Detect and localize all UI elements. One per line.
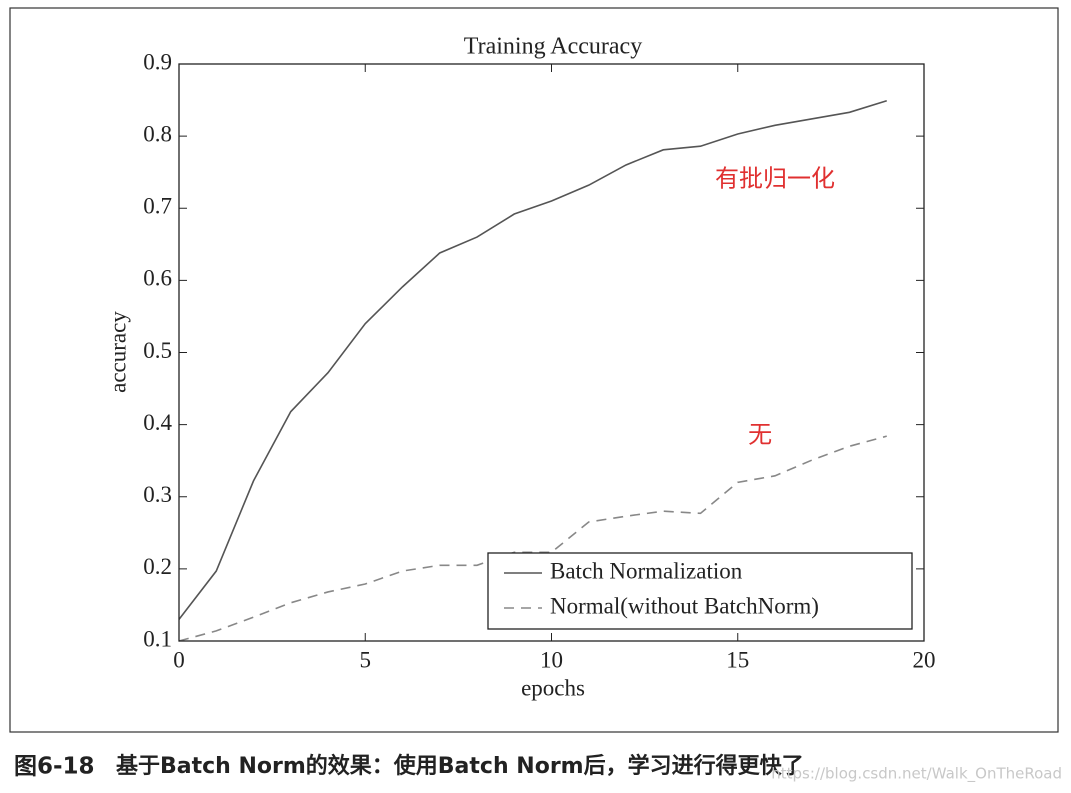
caption-figure: 图6-18 xyxy=(14,754,95,780)
legend-box xyxy=(487,552,913,630)
chart-title: Training Accuracy xyxy=(464,34,642,60)
y-tick-label: 0.7 xyxy=(143,194,172,219)
x-tick-label: 0 xyxy=(173,647,185,672)
legend-label: Normal(without BatchNorm) xyxy=(550,593,819,618)
y-tick-label: 0.6 xyxy=(143,266,172,291)
data-line xyxy=(178,100,887,620)
x-tick-label: 15 xyxy=(726,647,749,672)
y-tick-label: 0.8 xyxy=(143,121,172,146)
legend-label: Batch Normalization xyxy=(550,558,743,583)
y-axis-label: accuracy xyxy=(105,311,130,393)
y-tick-label: 0.9 xyxy=(143,49,172,74)
y-tick-label: 0.1 xyxy=(143,626,172,651)
plot-frame xyxy=(178,63,925,642)
x-tick-label: 5 xyxy=(360,647,372,672)
x-tick-label: 10 xyxy=(540,647,563,672)
figure-frame xyxy=(9,7,1059,733)
watermark: https://blog.csdn.net/Walk_OnTheRoad xyxy=(771,765,1062,784)
caption-text: 基于Batch Norm的效果：使用Batch Norm后，学习进行得更快了 xyxy=(116,753,804,779)
y-tick-label: 0.3 xyxy=(143,482,172,507)
x-tick-label: 20 xyxy=(913,647,936,672)
data-line xyxy=(178,435,887,642)
annotation: 有批归一化 xyxy=(715,164,835,192)
y-tick-label: 0.5 xyxy=(143,338,172,363)
y-tick-label: 0.4 xyxy=(143,410,172,435)
annotation: 无 xyxy=(748,420,772,448)
y-tick-label: 0.2 xyxy=(143,554,172,579)
x-axis-label: epochs xyxy=(521,675,585,700)
